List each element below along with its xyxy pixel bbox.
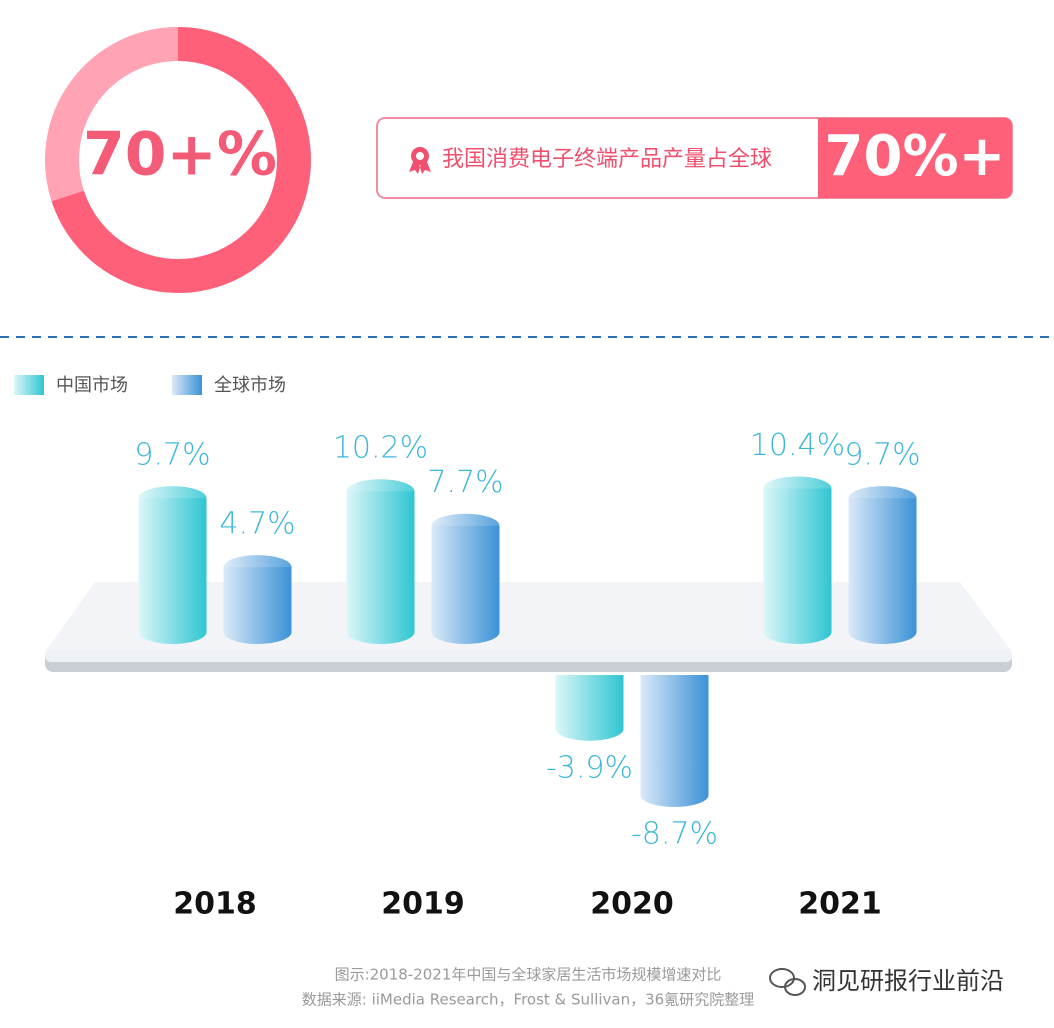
cylinder <box>138 486 207 644</box>
caption: 图示:2018-2021年中国与全球家居生活市场规模增速对比 <box>335 966 722 984</box>
value-label: 4.7% <box>219 507 295 542</box>
cylinder-body <box>555 675 624 741</box>
value-label: 9.7% <box>844 438 920 473</box>
banner-value: 70%+ <box>825 124 1006 189</box>
value-label: -8.7% <box>631 817 718 852</box>
cylinder <box>555 675 624 741</box>
donut-segment <box>45 27 179 202</box>
banner-icon <box>409 147 431 174</box>
bars: 2018 9.7% 4.7% 2019 10.2%7.7% 2020 -3.9% -8.7% 2… <box>134 428 920 922</box>
value-label: 9.7% <box>134 438 210 473</box>
donut-segment <box>51 27 311 293</box>
platform-top-edge <box>45 650 1012 662</box>
legend: 中国市场 全球市场 <box>14 375 286 396</box>
banner-text: 我国消费电子终端产品产量占全球 <box>442 147 772 172</box>
x-tick-label: 2021 <box>798 887 882 922</box>
watermark-icon <box>769 968 806 996</box>
legend-swatch <box>172 375 202 395</box>
cylinder <box>640 675 709 808</box>
x-tick-label: 2018 <box>173 887 257 922</box>
donut <box>45 27 311 293</box>
watermark: 洞见研报行业前沿 <box>812 967 1004 995</box>
x-tick-label: 2020 <box>590 887 674 922</box>
legend-label: 中国市场 <box>56 375 128 396</box>
value-label: 7.7% <box>427 465 503 500</box>
legend-label: 全球市场 <box>214 375 286 396</box>
value-label: -3.9% <box>546 750 633 785</box>
cylinder-body <box>640 675 709 808</box>
x-tick-label: 2019 <box>381 887 465 922</box>
cylinder <box>223 555 292 644</box>
legend-swatch <box>14 375 44 395</box>
value-label: 10.4% <box>750 428 845 463</box>
cylinder-body <box>763 488 832 644</box>
cylinder <box>346 479 415 644</box>
cylinder <box>431 513 500 644</box>
cylinder-top <box>763 476 832 501</box>
cylinder-top <box>848 486 917 511</box>
source: 数据来源: iiMedia Research，Frost & Sullivan，… <box>302 991 754 1009</box>
donut-label: 70+% <box>83 120 277 190</box>
cylinder-body <box>138 498 207 644</box>
cylinder-body <box>848 498 917 644</box>
banner-value-box <box>818 118 1012 198</box>
value-label: 10.2% <box>333 431 428 466</box>
cylinder-body <box>346 491 415 644</box>
cylinder <box>763 476 832 644</box>
cylinder-body <box>223 567 292 644</box>
cylinder-top <box>138 486 207 511</box>
cylinder-top <box>346 479 415 504</box>
cylinder-top <box>431 513 500 538</box>
cylinder <box>848 486 917 644</box>
cylinder-body <box>431 525 500 644</box>
cylinder-top <box>223 555 292 580</box>
